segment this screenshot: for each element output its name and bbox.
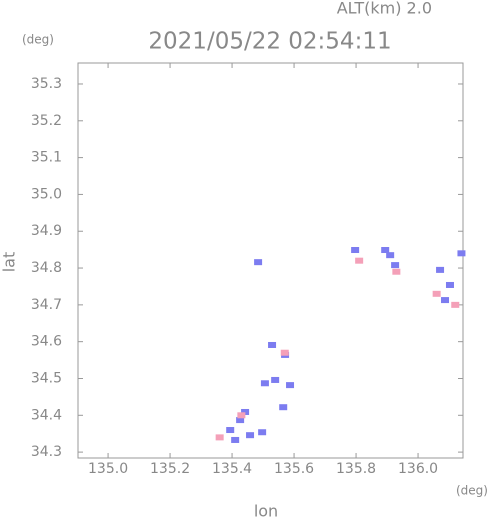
echo-cell bbox=[246, 432, 255, 439]
y-tick-label: 35.3 bbox=[31, 76, 62, 92]
echo-cell bbox=[436, 266, 445, 273]
y-tick-label: 34.4 bbox=[31, 407, 62, 423]
echo-cell bbox=[286, 382, 295, 389]
y-tick-label: 35.0 bbox=[31, 186, 62, 202]
x-tick-label: 136.0 bbox=[398, 461, 438, 477]
y-tick-label: 34.8 bbox=[31, 260, 62, 276]
echo-cell bbox=[432, 290, 441, 297]
echo-cell bbox=[237, 412, 246, 419]
y-axis-label: lat bbox=[0, 252, 19, 273]
echo-cell bbox=[391, 262, 400, 269]
echo-cell bbox=[279, 404, 288, 411]
x-tick-label: 135.6 bbox=[274, 461, 314, 477]
x-axis-label: lon bbox=[254, 502, 278, 521]
echo-cell bbox=[386, 252, 395, 259]
y-unit: (deg) bbox=[22, 33, 54, 47]
x-tick-label: 135.2 bbox=[150, 461, 190, 477]
echo-cell bbox=[258, 429, 267, 436]
y-tick-label: 35.1 bbox=[31, 150, 62, 166]
y-tick-label: 34.6 bbox=[31, 334, 62, 350]
echo-cell bbox=[355, 257, 364, 264]
echo-cell bbox=[254, 259, 263, 266]
x-tick-label: 135.4 bbox=[212, 461, 252, 477]
echo-cell bbox=[236, 417, 245, 424]
echo-cell bbox=[268, 341, 277, 348]
echo-cell bbox=[441, 297, 450, 304]
echo-cell bbox=[231, 436, 240, 443]
x-tick-label: 135.8 bbox=[336, 461, 376, 477]
echo-cell bbox=[457, 250, 466, 257]
y-tick-label: 34.9 bbox=[31, 223, 62, 239]
y-tick-label: 34.5 bbox=[31, 370, 62, 386]
altitude-label: ALT(km) 2.0 bbox=[337, 0, 432, 18]
echo-cell bbox=[226, 427, 235, 434]
y-tick-label: 34.7 bbox=[31, 297, 62, 313]
x-unit: (deg) bbox=[456, 484, 488, 498]
chart-title: 2021/05/22 02:54:11 bbox=[148, 29, 391, 55]
y-tick-label: 35.2 bbox=[31, 113, 62, 129]
echo-cell bbox=[260, 380, 269, 387]
echo-cell bbox=[271, 376, 280, 383]
plot-frame bbox=[77, 62, 464, 459]
echo-cell bbox=[451, 301, 460, 308]
echo-cell bbox=[241, 408, 250, 415]
echo-cell bbox=[445, 281, 454, 288]
echo-cell bbox=[280, 349, 289, 356]
echo-cell bbox=[351, 247, 360, 254]
echo-cell bbox=[215, 434, 224, 441]
x-tick-label: 135.0 bbox=[88, 461, 128, 477]
echo-cell bbox=[381, 247, 390, 254]
y-tick-label: 34.3 bbox=[31, 444, 62, 460]
echo-cell bbox=[392, 268, 401, 275]
